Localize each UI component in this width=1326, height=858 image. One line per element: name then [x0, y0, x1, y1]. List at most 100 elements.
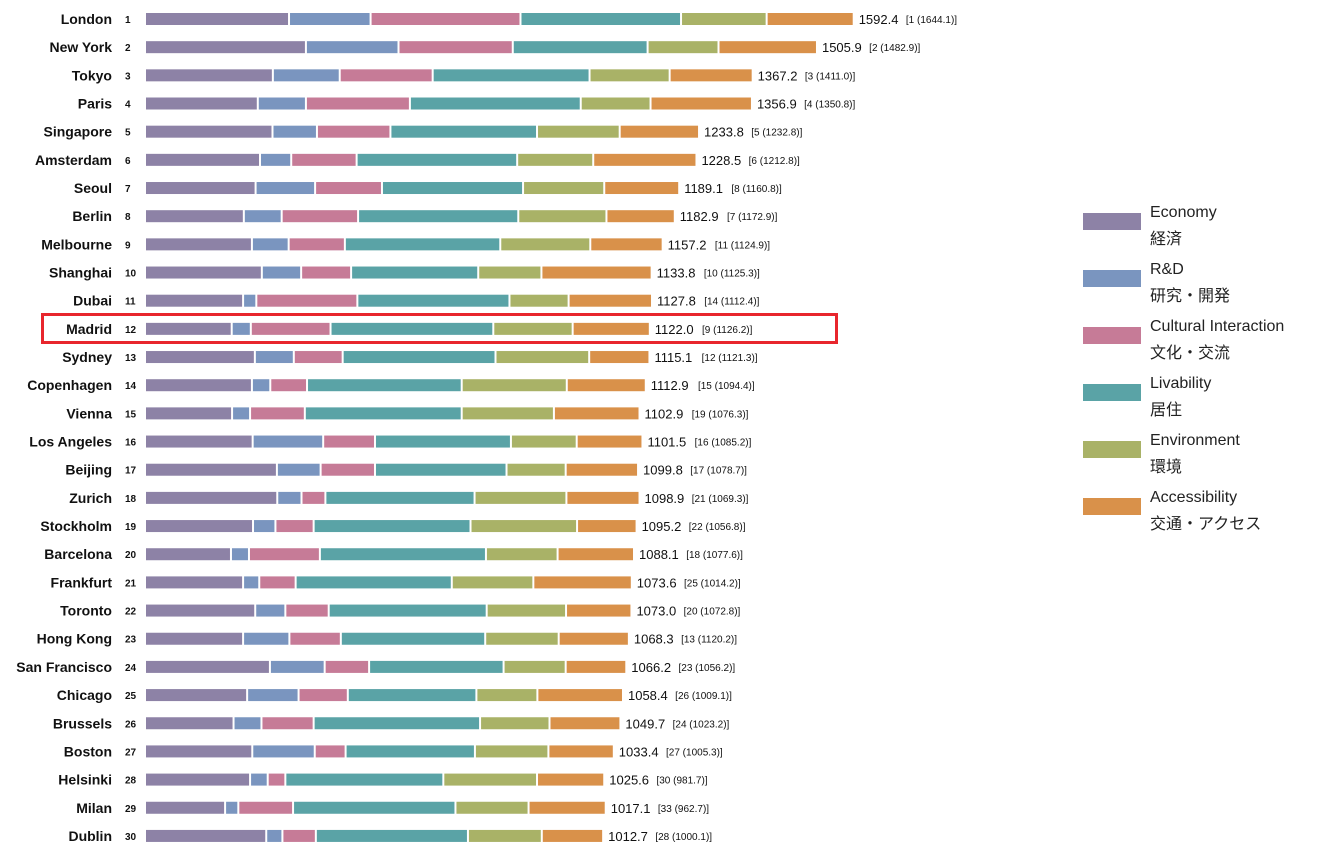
bar-segment-economy: [146, 266, 261, 279]
city-label: Seoul: [74, 180, 112, 196]
bar-segment-cultural-interaction: [271, 379, 307, 392]
bar-segment-livability: [359, 210, 518, 223]
previous-rank-label: [15 (1094.4)]: [698, 381, 755, 392]
bar-segment-livability: [314, 520, 470, 533]
legend-label-en: Environment: [1150, 432, 1240, 449]
city-label: Dublin: [68, 828, 112, 844]
previous-rank-label: [30 (981.7)]: [656, 776, 707, 787]
previous-rank-label: [23 (1056.2)]: [678, 663, 735, 674]
previous-rank-label: [6 (1212.8)]: [749, 156, 800, 167]
bar-segment-accessibility: [577, 435, 642, 448]
legend-label-ja: 交通・アクセス: [1150, 516, 1262, 533]
bar-segment-r-d: [306, 41, 398, 54]
bar-segment-r-d: [233, 407, 250, 420]
rank-label: 24: [125, 663, 137, 674]
bar-segment-livability: [308, 379, 461, 392]
bar-segment-cultural-interaction: [317, 125, 390, 138]
bar-segment-cultural-interaction: [340, 69, 432, 82]
previous-rank-label: [16 (1085.2)]: [695, 438, 752, 449]
bar-segment-environment: [471, 520, 577, 533]
bar-segment-r-d: [252, 238, 288, 251]
bar-segment-r-d: [244, 210, 281, 223]
bar-segment-cultural-interaction: [282, 210, 358, 223]
bar-segment-livability: [348, 689, 476, 702]
bar-segment-cultural-interaction: [299, 689, 347, 702]
total-score-label: 1182.9: [680, 209, 719, 224]
bar-segment-environment: [524, 182, 604, 195]
bar-segment-livability: [296, 576, 451, 589]
bar-segment-accessibility: [529, 801, 605, 814]
bar-segment-livability: [410, 97, 580, 110]
bar-segment-livability: [343, 351, 495, 364]
bar-segment-livability: [345, 238, 500, 251]
bar-segment-cultural-interaction: [251, 407, 304, 420]
bar-segment-livability: [521, 13, 681, 25]
rank-label: 7: [125, 184, 131, 195]
bar-segment-environment: [479, 266, 541, 279]
bar-segment-environment: [648, 41, 718, 54]
bar-segment-cultural-interaction: [290, 632, 340, 645]
rank-label: 2: [125, 43, 131, 54]
bar-segment-r-d: [231, 548, 248, 561]
bar-segment-cultural-interaction: [315, 745, 345, 758]
bar-segment-r-d: [260, 153, 291, 166]
bar-segment-cultural-interaction: [294, 351, 342, 364]
bar-segment-livability: [370, 660, 503, 673]
bar-segment-environment: [682, 13, 766, 25]
rank-label: 27: [125, 747, 137, 758]
bar-segment-cultural-interaction: [268, 773, 285, 786]
bar-segment-cultural-interaction: [302, 491, 325, 504]
bar-segment-economy: [146, 210, 243, 223]
city-label: Beijing: [65, 462, 112, 478]
bar-segment-r-d: [244, 576, 259, 589]
city-label: San Francisco: [16, 659, 112, 675]
city-label: Helsinki: [58, 772, 112, 788]
bar-segment-livability: [305, 407, 461, 420]
bar-segment-economy: [146, 773, 250, 786]
bar-segment-economy: [146, 604, 255, 617]
total-score-label: 1058.4: [628, 688, 668, 703]
bar-segment-livability: [358, 294, 509, 307]
city-label: Frankfurt: [51, 574, 113, 590]
bar-segment-accessibility: [542, 829, 603, 842]
bar-segment-accessibility: [542, 266, 651, 279]
bar-segment-environment: [486, 632, 558, 645]
bar-segment-economy: [146, 745, 252, 758]
city-label: London: [61, 11, 112, 27]
bar-segment-economy: [146, 41, 305, 54]
total-score-label: 1157.2: [668, 237, 707, 252]
rank-label: 22: [125, 607, 137, 618]
total-score-label: 1095.2: [642, 519, 682, 534]
bar-segment-accessibility: [554, 407, 639, 420]
city-label: Amsterdam: [35, 152, 112, 168]
bar-segment-r-d: [251, 773, 267, 786]
bar-segment-economy: [146, 294, 243, 307]
previous-rank-label: [28 (1000.1)]: [655, 832, 712, 843]
bar-segment-accessibility: [591, 238, 662, 251]
legend-item: R&D 研究・開発: [1083, 261, 1323, 318]
total-score-label: 1101.5: [647, 435, 686, 450]
bar-segment-r-d: [248, 689, 298, 702]
bar-segment-environment: [486, 548, 557, 561]
city-label: Hong Kong: [37, 631, 112, 647]
bar-segment-economy: [146, 182, 255, 195]
highlight-box-madrid: [41, 313, 838, 344]
city-label: Madrid: [66, 321, 112, 337]
bar-segment-r-d: [234, 717, 261, 730]
bar-segment-accessibility: [566, 463, 638, 476]
bar-segment-r-d: [256, 604, 285, 617]
city-label: Los Angeles: [29, 434, 112, 450]
bar-segment-environment: [501, 238, 590, 251]
total-score-label: 1228.5: [701, 153, 741, 168]
total-score-label: 1102.9: [645, 406, 684, 421]
bar-segment-cultural-interaction: [251, 322, 330, 335]
bar-segment-accessibility: [567, 379, 645, 392]
rank-label: 29: [125, 804, 137, 815]
bar-segment-economy: [146, 322, 231, 335]
bar-segment-r-d: [253, 745, 314, 758]
rank-label: 13: [125, 353, 137, 364]
bar-segment-economy: [146, 520, 253, 533]
bar-segment-economy: [146, 801, 225, 814]
bar-segment-cultural-interaction: [262, 717, 313, 730]
legend-label-ja: 研究・開発: [1150, 288, 1231, 305]
